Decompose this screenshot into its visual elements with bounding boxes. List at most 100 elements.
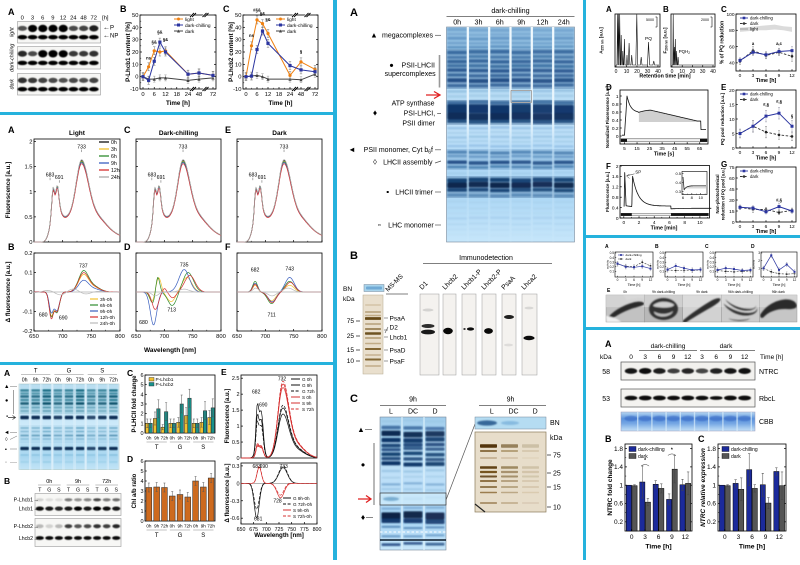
svg-text:737: 737 (79, 264, 88, 270)
svg-text:1.5: 1.5 (232, 408, 240, 414)
svg-text:dark: dark (750, 174, 759, 179)
svg-text:9h: 9h (154, 436, 160, 441)
svg-text:Wavelength [nm]: Wavelength [nm] (144, 347, 196, 354)
svg-text:Fluorescence [a.u.]: Fluorescence [a.u.] (5, 162, 12, 218)
svg-text:15: 15 (729, 102, 735, 108)
svg-text:4: 4 (140, 392, 143, 398)
svg-text:→: → (34, 536, 39, 542)
svg-text:10: 10 (698, 195, 703, 200)
svg-text:2: 2 (638, 220, 641, 226)
svg-text:12: 12 (60, 16, 66, 22)
svg-text:Immunodetection: Immunodetection (459, 255, 513, 262)
svg-text:12: 12 (776, 534, 784, 541)
svg-text:0.2: 0.2 (660, 265, 665, 269)
svg-text:←: ← (103, 25, 110, 32)
svg-text:30: 30 (235, 38, 241, 44)
svg-text:10: 10 (347, 358, 355, 365)
svg-text:kDa: kDa (550, 435, 563, 442)
svg-text:0.3: 0.3 (610, 260, 615, 264)
svg-text:10: 10 (624, 69, 630, 75)
svg-text:10: 10 (553, 505, 561, 512)
svg-text:Time [min]: Time [min] (651, 226, 678, 232)
svg-text:10: 10 (235, 62, 241, 68)
svg-text:800: 800 (313, 527, 322, 533)
svg-text:0: 0 (141, 92, 144, 98)
svg-text:75: 75 (553, 453, 561, 460)
svg-text:◊: ◊ (5, 437, 8, 443)
svg-text:§: § (300, 49, 303, 54)
svg-text:PsaA: PsaA (390, 315, 406, 322)
svg-text:6: 6 (765, 150, 768, 156)
svg-text:800: 800 (115, 334, 125, 340)
svg-text:Lhca2: Lhca2 (520, 273, 538, 291)
svg-text:B: B (663, 5, 669, 14)
svg-text:0: 0 (615, 69, 618, 75)
svg-text:P-Lhcb1 content [%]: P-Lhcb1 content [%] (125, 22, 132, 82)
svg-text:0: 0 (236, 456, 239, 462)
svg-text:megacomplexes: megacomplexes (382, 33, 433, 40)
svg-text:5: 5 (732, 131, 735, 137)
svg-text:Time [h]: Time [h] (728, 283, 741, 287)
svg-text:light: light (185, 17, 194, 23)
svg-text:G 9h: G 9h (302, 383, 312, 388)
svg-text:0: 0 (236, 481, 239, 487)
svg-text:PSII monomer, Cyt b6f: PSII monomer, Cyt b6f (364, 147, 433, 156)
svg-text:dark: dark (287, 29, 297, 35)
svg-text:B: B (4, 476, 10, 486)
svg-text:12: 12 (793, 278, 797, 282)
svg-text:LHCII trimer: LHCII trimer (395, 189, 433, 196)
svg-text:P: P (110, 26, 114, 32)
svg-text:60: 60 (729, 176, 735, 182)
svg-text:728: 728 (273, 499, 282, 505)
svg-text:F: F (606, 162, 611, 171)
svg-text:24h: 24h (558, 18, 570, 27)
svg-text:B: B (120, 4, 127, 14)
svg-text:activity: activity (656, 259, 660, 269)
svg-text:35: 35 (659, 146, 665, 152)
svg-text:0: 0 (616, 134, 619, 140)
svg-text:G: G (47, 488, 51, 494)
svg-text:0h: 0h (453, 18, 461, 27)
svg-text:L: L (389, 409, 393, 416)
svg-text:PQ pool reduction [a.u.]: PQ pool reduction [a.u.] (720, 93, 725, 146)
svg-text:691: 691 (157, 175, 166, 181)
svg-text:1: 1 (712, 482, 716, 489)
svg-text:0h: 0h (22, 378, 28, 384)
svg-text:Light: Light (69, 130, 86, 137)
svg-text:-0.2: -0.2 (23, 329, 33, 335)
svg-text:72h: 72h (42, 378, 51, 384)
svg-text:0: 0 (671, 69, 674, 75)
svg-text:ATP synthase: ATP synthase (392, 101, 435, 108)
svg-text:9: 9 (764, 534, 768, 541)
svg-text:G: G (721, 160, 727, 169)
svg-text:1: 1 (140, 421, 143, 427)
svg-text:675: 675 (249, 527, 258, 533)
svg-text:6h-0h: 6h-0h (100, 303, 113, 309)
svg-text:0: 0 (739, 224, 742, 230)
svg-text:0: 0 (629, 354, 633, 361)
svg-text:F: F (225, 242, 231, 252)
svg-text:5000: 5000 (646, 18, 654, 22)
svg-text:CBB: CBB (759, 419, 774, 426)
svg-text:0.1: 0.1 (710, 270, 715, 274)
svg-text:3: 3 (758, 251, 760, 255)
svg-text:PSII dimer: PSII dimer (402, 121, 435, 128)
svg-text:1.8: 1.8 (707, 446, 716, 453)
svg-text:-0.1: -0.1 (23, 310, 33, 316)
svg-text:30: 30 (700, 69, 706, 75)
svg-text:0.3: 0.3 (232, 464, 240, 470)
svg-text:9: 9 (729, 354, 733, 361)
svg-text:D: D (751, 244, 755, 250)
svg-text:1: 1 (758, 267, 760, 271)
svg-text:C: C (124, 125, 131, 135)
svg-text:9h: 9h (507, 397, 515, 404)
svg-text:●: ● (6, 414, 8, 418)
svg-text:100: 100 (726, 12, 734, 18)
svg-text:Fluorescence [a.u.]: Fluorescence [a.u.] (605, 171, 610, 212)
svg-text:dark-chilling: dark-chilling (750, 92, 774, 97)
svg-text:690: 690 (259, 402, 268, 408)
svg-text:72h: 72h (184, 524, 192, 529)
svg-text:P-Lhcb2: P-Lhcb2 (14, 524, 33, 530)
svg-text:#§&: #§& (253, 7, 261, 12)
svg-text:0.5: 0.5 (675, 171, 681, 176)
